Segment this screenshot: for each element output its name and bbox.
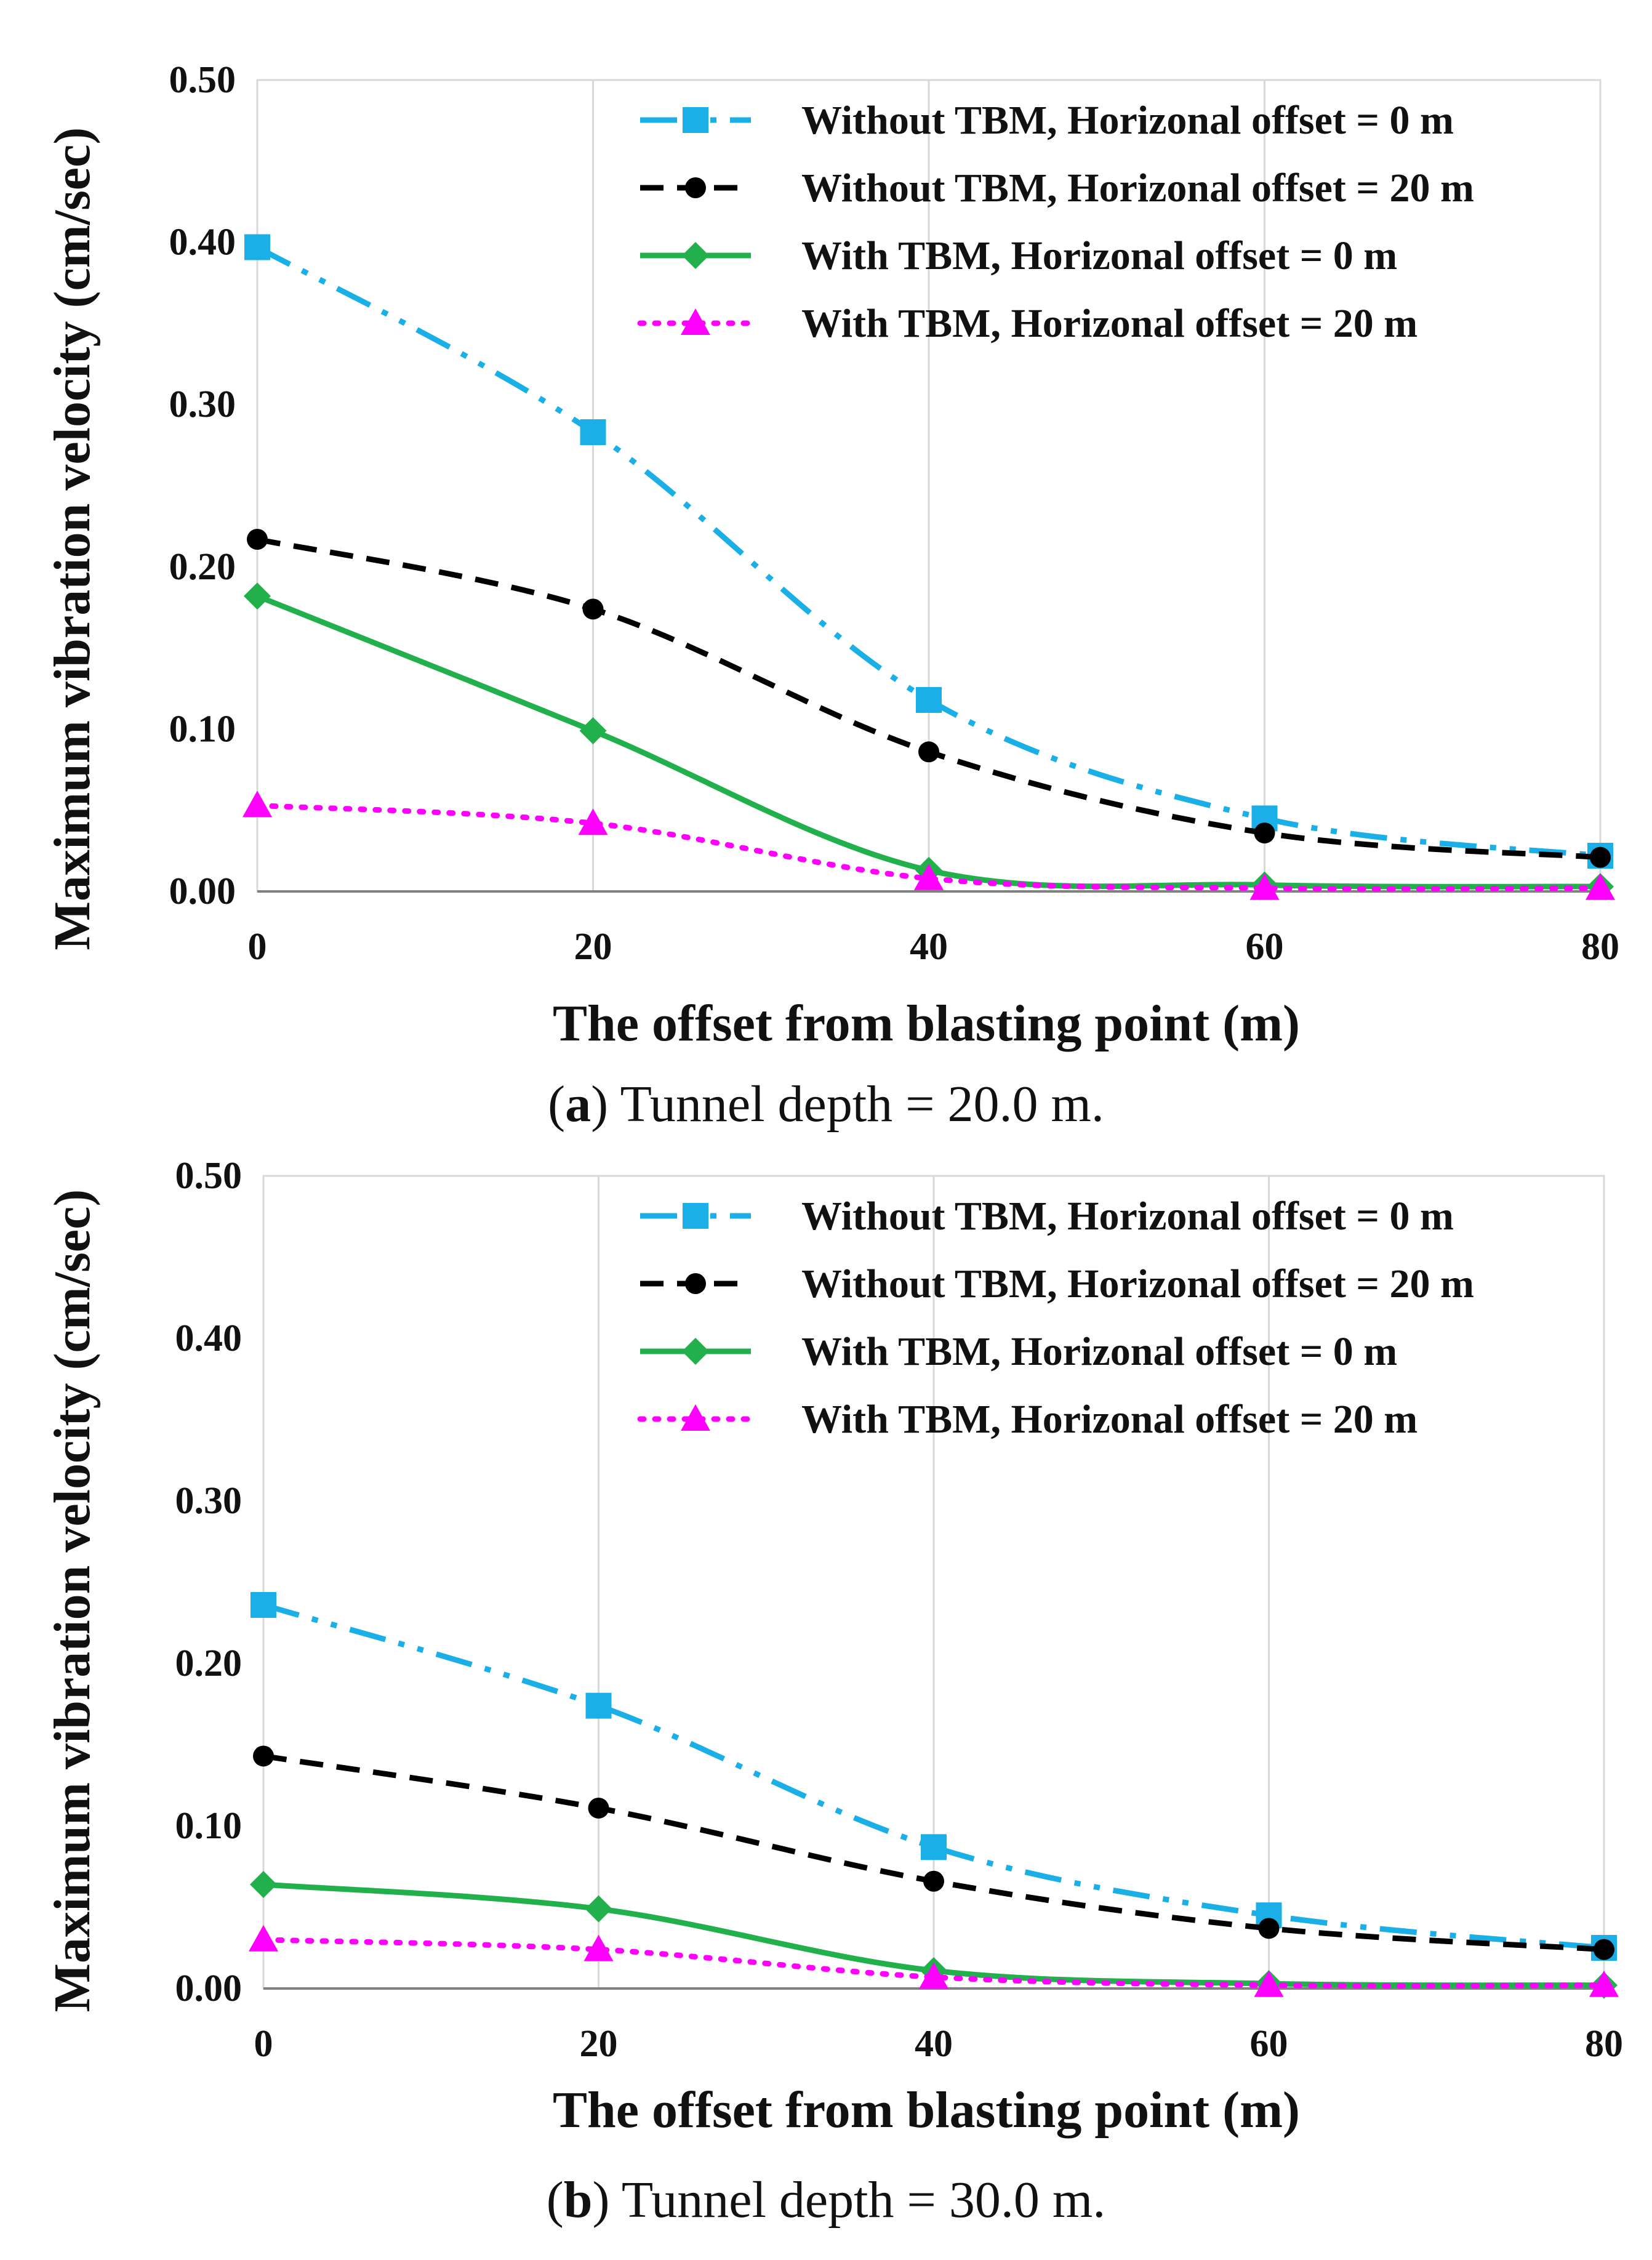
data-point-b-4 xyxy=(249,1924,278,1952)
legend-label-a-1: Without TBM, Horizonal offset = 0 m xyxy=(801,98,1454,143)
x-tick-label-b: 80 xyxy=(1585,2023,1623,2065)
legend-marker-b-1 xyxy=(683,1203,708,1229)
legend-a: Without TBM, Horizonal offset = 0 m Witho… xyxy=(637,98,1474,346)
y-tick-label-a: 0.00 xyxy=(169,871,236,912)
caption-a: (a) Tunnel depth = 20.0 m. xyxy=(548,1076,1104,1133)
data-point-b-2 xyxy=(253,1745,274,1767)
data-point-a-2 xyxy=(247,528,268,550)
legend-label-b-1: Without TBM, Horizonal offset = 0 m xyxy=(801,1194,1454,1239)
chart-panel-a: Maximum vibration velocity (cm/sec) The … xyxy=(44,59,1619,1133)
chart-panel-b: Maximum vibration velocity (cm/sec) The … xyxy=(0,1130,1652,2260)
data-point-b-2 xyxy=(923,1870,944,1892)
series-a-4 xyxy=(243,790,1615,900)
x-tick-label-a: 20 xyxy=(574,926,612,968)
data-point-a-4 xyxy=(578,808,608,835)
legend-marker-a-3 xyxy=(682,242,709,269)
data-point-b-1 xyxy=(921,1834,947,1860)
y-tick-label-a: 0.40 xyxy=(169,222,236,263)
data-point-a-2 xyxy=(1254,822,1275,844)
data-point-a-2 xyxy=(1590,846,1611,868)
legend-marker-b-3 xyxy=(682,1338,709,1365)
data-point-a-4 xyxy=(914,863,944,890)
y-tick-label-b: 0.10 xyxy=(175,1805,243,1847)
caption-a-letter: a xyxy=(565,1076,591,1133)
y-axis-title-b: Maximum vibration velocity (cm/sec) xyxy=(44,1189,101,2013)
y-tick-label-a: 0.10 xyxy=(169,708,236,750)
legend-marker-a-2 xyxy=(685,177,706,198)
x-tick-label-a: 0 xyxy=(248,926,267,968)
data-point-b-4 xyxy=(583,1934,614,1961)
x-tick-label-b: 0 xyxy=(254,2023,273,2065)
data-point-a-1 xyxy=(916,686,942,713)
legend-marker-b-2 xyxy=(685,1273,706,1294)
data-point-b-2 xyxy=(1594,1939,1614,1960)
y-axis-title-a: Maximum vibration velocity (cm/sec) xyxy=(44,127,101,951)
legend-label-b-2: Without TBM, Horizonal offset = 20 m xyxy=(801,1261,1474,1306)
data-point-a-3 xyxy=(579,717,607,745)
y-tick-label-a: 0.30 xyxy=(169,384,236,425)
x-axis-title-b: The offset from blasting point (m) xyxy=(553,2081,1300,2139)
data-point-a-4 xyxy=(1586,873,1615,900)
x-tick-label-a: 60 xyxy=(1246,926,1284,968)
x-axis-title-a: The offset from blasting point (m) xyxy=(553,995,1300,1052)
legend-b: Without TBM, Horizonal offset = 0 m Witho… xyxy=(637,1194,1474,1442)
data-point-b-3 xyxy=(585,1895,612,1923)
y-tick-label-b: 0.40 xyxy=(175,1317,243,1359)
data-point-a-1 xyxy=(580,419,606,446)
data-point-a-4 xyxy=(1249,873,1280,900)
data-point-b-4 xyxy=(1589,1970,1619,1997)
data-point-a-2 xyxy=(918,741,939,763)
data-point-a-2 xyxy=(582,598,604,620)
legend-label-b-4: With TBM, Horizonal offset = 20 m xyxy=(801,1397,1417,1442)
series-line-a-1 xyxy=(255,244,1601,859)
x-tick-label-b: 40 xyxy=(915,2023,953,2065)
series-b-2 xyxy=(253,1745,1614,1960)
data-point-a-3 xyxy=(244,582,271,610)
series-a-2 xyxy=(247,528,1611,868)
series-line-b-1 xyxy=(262,1602,1605,1951)
x-tick-label-a: 80 xyxy=(1581,926,1619,968)
data-point-b-2 xyxy=(588,1797,609,1819)
caption-b: (b) Tunnel depth = 30.0 m. xyxy=(546,2171,1106,2229)
y-tick-label-b: 0.50 xyxy=(175,1155,243,1197)
x-tick-label-b: 60 xyxy=(1250,2023,1288,2065)
y-tick-label-b: 0.30 xyxy=(175,1480,243,1522)
data-point-b-1 xyxy=(251,1591,276,1618)
chart-b: Maximum vibration velocity (cm/sec) The … xyxy=(44,1155,1623,2139)
data-point-a-4 xyxy=(243,790,272,818)
data-point-b-4 xyxy=(1254,1970,1284,1997)
caption-b-letter: b xyxy=(563,2171,593,2229)
legend-label-a-4: With TBM, Horizonal offset = 20 m xyxy=(801,301,1417,346)
series-a-1 xyxy=(244,234,1613,869)
data-point-b-4 xyxy=(919,1962,948,1989)
caption-a-text: ) Tunnel depth = 20.0 m. xyxy=(591,1076,1104,1133)
legend-label-a-3: With TBM, Horizonal offset = 0 m xyxy=(801,233,1397,278)
legend-marker-b-4 xyxy=(681,1404,710,1431)
y-tick-label-b: 0.20 xyxy=(175,1643,243,1684)
series-b-4 xyxy=(249,1924,1619,1997)
data-point-b-1 xyxy=(585,1692,612,1719)
legend-marker-a-4 xyxy=(681,308,710,335)
data-point-a-1 xyxy=(244,234,270,260)
legend-marker-a-1 xyxy=(683,107,708,133)
chart-a: Maximum vibration velocity (cm/sec) The … xyxy=(44,59,1619,1052)
y-tick-label-b: 0.00 xyxy=(175,1968,243,2009)
y-tick-label-a: 0.20 xyxy=(169,546,236,588)
data-point-b-3 xyxy=(250,1871,277,1899)
x-tick-label-a: 40 xyxy=(910,926,948,968)
legend-label-a-2: Without TBM, Horizonal offset = 20 m xyxy=(801,166,1474,211)
legend-label-b-3: With TBM, Horizonal offset = 0 m xyxy=(801,1329,1397,1374)
x-tick-label-b: 20 xyxy=(580,2023,618,2065)
series-line-b-4 xyxy=(260,1937,1607,1989)
y-tick-label-a: 0.50 xyxy=(169,59,236,101)
data-point-b-2 xyxy=(1258,1918,1280,1939)
caption-b-text: ) Tunnel depth = 30.0 m. xyxy=(592,2171,1106,2229)
